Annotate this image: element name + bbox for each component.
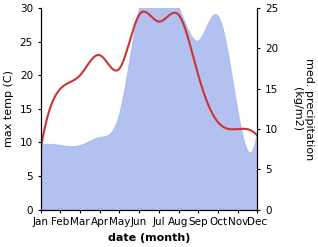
X-axis label: date (month): date (month) (108, 233, 190, 243)
Y-axis label: max temp (C): max temp (C) (4, 70, 14, 147)
Y-axis label: med. precipitation
(kg/m2): med. precipitation (kg/m2) (292, 58, 314, 160)
